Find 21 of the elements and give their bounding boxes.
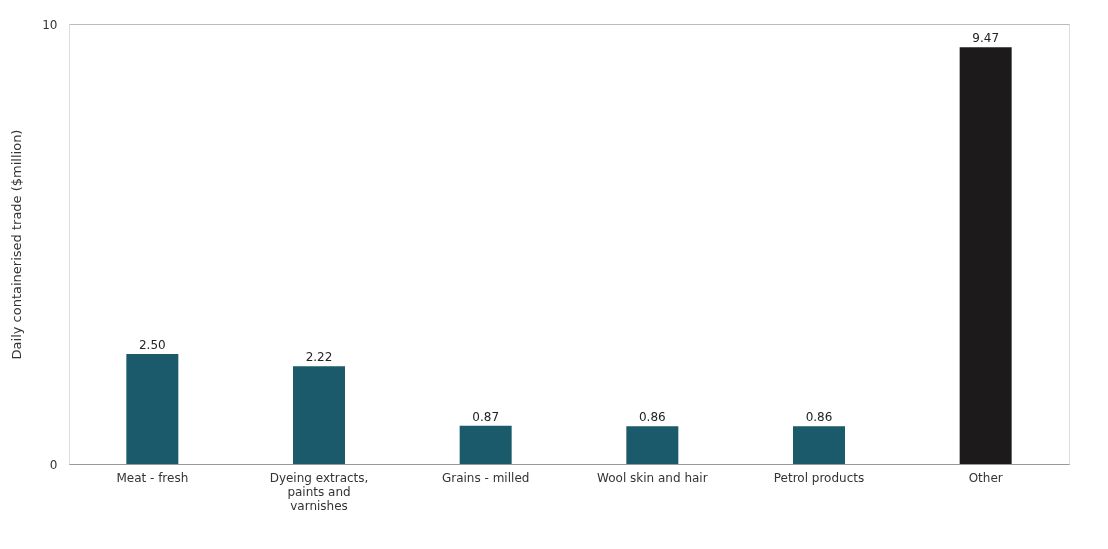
y-tick-label: 10 xyxy=(42,17,58,32)
data-label: 2.50 xyxy=(138,338,166,352)
bar xyxy=(293,366,345,464)
x-tick-label: Wool skin and hair xyxy=(597,470,708,485)
bar xyxy=(459,425,512,464)
x-tick-label: Dyeing extracts, paints and varnishes xyxy=(269,470,369,513)
x-tick-label: Petrol products xyxy=(773,470,865,485)
data-label: 0.87 xyxy=(472,409,500,424)
bar xyxy=(126,354,179,464)
bar xyxy=(626,426,679,464)
bar xyxy=(959,47,1012,464)
x-tick-label: Meat - fresh xyxy=(116,470,189,485)
y-tick-label: 0 xyxy=(49,457,58,472)
x-tick-label: Other xyxy=(968,470,1003,485)
data-label: 2.22 xyxy=(305,350,333,365)
data-label: 9.47 xyxy=(972,31,1000,46)
data-label: 0.86 xyxy=(638,410,666,425)
y-axis-title: Daily containerised trade ($million) xyxy=(9,129,25,360)
x-tick-label: Grains - milled xyxy=(441,470,530,485)
data-label: 0.86 xyxy=(805,410,833,425)
bar xyxy=(793,426,845,464)
